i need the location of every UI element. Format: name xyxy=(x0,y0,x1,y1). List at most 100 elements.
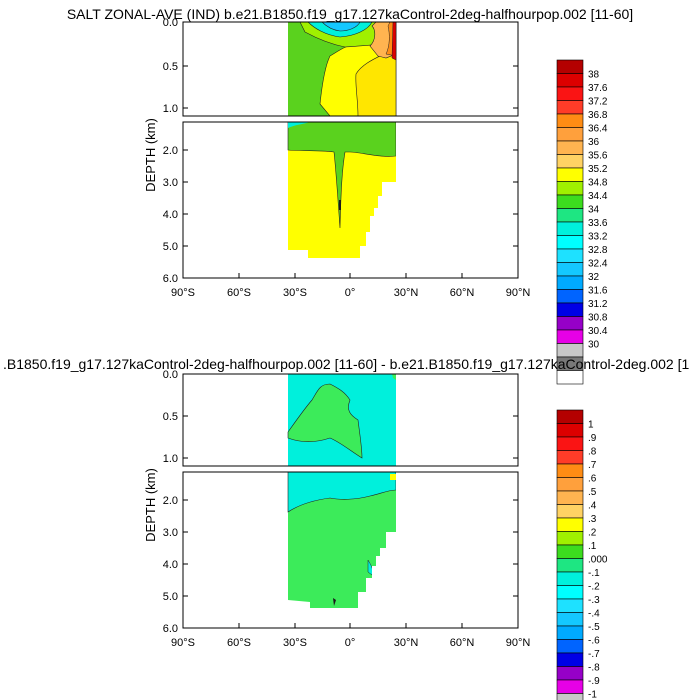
y-tick-label: 4.0 xyxy=(163,209,178,221)
colorbar-label: .4 xyxy=(588,501,597,512)
colorbar-label: .000 xyxy=(588,555,608,566)
salt-field-upper xyxy=(288,21,397,117)
colorbar-swatch xyxy=(556,343,584,358)
colorbar-label: 33.2 xyxy=(588,232,608,243)
y-tick-label: 6.0 xyxy=(163,623,178,635)
colorbar-label: .1 xyxy=(588,541,597,552)
colorbar-swatch xyxy=(556,436,584,451)
field-region xyxy=(392,374,396,380)
field-region xyxy=(391,21,397,61)
y-tick-label: 0.0 xyxy=(163,17,178,29)
colorbar-label: 36.4 xyxy=(588,124,608,135)
x-tick-label: 0° xyxy=(345,637,356,649)
y-tick-label: 3.0 xyxy=(163,527,178,539)
field-region xyxy=(288,472,396,608)
y-tick-label: 1.0 xyxy=(163,103,178,115)
colorbar-swatch xyxy=(556,558,584,573)
colorbar-label: 34.4 xyxy=(588,191,608,202)
colorbar-swatch xyxy=(556,450,584,465)
y-tick-label: 5.0 xyxy=(163,241,178,253)
colorbar-swatch xyxy=(556,531,584,546)
colorbar-swatch xyxy=(556,221,584,236)
colorbar-swatch xyxy=(556,73,584,88)
colorbar-label: .5 xyxy=(588,487,597,498)
diff-field-lower xyxy=(287,471,518,628)
x-tick-label: 30°N xyxy=(394,287,419,299)
colorbar: 1 .9 .8 .7 .6 .5 .4 .3 .2 .1 .000 -.1 -.2 -.3 -.4 -.5 -.… xyxy=(556,409,608,700)
colorbar-swatch xyxy=(556,639,584,654)
colorbar: 38 37.6 37.2 36.8 36.4 36 35.6 35.2 34.8 34.4 34 33… xyxy=(556,59,608,385)
colorbar-swatch xyxy=(556,275,584,290)
x-tick-label: 0° xyxy=(345,287,356,299)
colorbar-label: -.9 xyxy=(588,676,600,687)
colorbar-swatch xyxy=(556,181,584,196)
colorbar-swatch xyxy=(556,585,584,600)
field-region xyxy=(288,472,518,628)
colorbar-swatch xyxy=(556,154,584,169)
colorbar-swatch xyxy=(556,59,584,74)
colorbar-label: 30.8 xyxy=(588,313,608,324)
colorbar-swatch xyxy=(556,679,584,694)
colorbar-swatch xyxy=(556,409,584,424)
salt-field-lower xyxy=(287,121,518,278)
colorbar-swatch xyxy=(556,612,584,627)
colorbar-swatch xyxy=(556,86,584,101)
colorbar-swatch xyxy=(556,517,584,532)
colorbar-label: .3 xyxy=(588,514,597,525)
field-region xyxy=(321,21,361,32)
colorbar-label: 30 xyxy=(588,340,600,351)
y-tick-label: 4.0 xyxy=(163,559,178,571)
colorbar-label: .6 xyxy=(588,474,597,485)
colorbar-swatch xyxy=(556,140,584,155)
colorbar-label: 33.6 xyxy=(588,218,608,229)
colorbar-label: .8 xyxy=(588,447,597,458)
colorbar-swatch xyxy=(556,477,584,492)
colorbar-label: 35.6 xyxy=(588,151,608,162)
colorbar-swatch xyxy=(556,598,584,613)
colorbar-swatch xyxy=(556,625,584,640)
x-tick-label: 90°S xyxy=(171,287,195,299)
colorbar-label: 37.6 xyxy=(588,83,608,94)
field-region xyxy=(287,471,397,513)
colorbar-label: 36 xyxy=(588,137,600,148)
y-tick-label: 3.0 xyxy=(163,177,178,189)
colorbar-label: 32.8 xyxy=(588,245,608,256)
colorbar-swatch xyxy=(556,167,584,182)
colorbar-label: 37.2 xyxy=(588,97,608,108)
colorbar-label: -.3 xyxy=(588,595,600,606)
colorbar-swatch xyxy=(556,693,584,700)
colorbar-swatch xyxy=(556,100,584,115)
y-tick-label: 0.0 xyxy=(163,369,178,381)
colorbar-label: -.6 xyxy=(588,636,600,647)
y-tick-label: 5.0 xyxy=(163,591,178,603)
colorbar-label: 31.6 xyxy=(588,286,608,297)
colorbar-label: -.7 xyxy=(588,649,600,660)
colorbar-swatch xyxy=(556,127,584,142)
colorbar-label: 30.4 xyxy=(588,326,608,337)
colorbar-swatch xyxy=(556,504,584,519)
colorbar-swatch xyxy=(556,316,584,331)
colorbar-label: 34 xyxy=(588,205,600,216)
y-tick-label: 2.0 xyxy=(163,495,178,507)
colorbar-label: -.2 xyxy=(588,582,600,593)
field-region xyxy=(287,383,363,459)
colorbar-label: 31.2 xyxy=(588,299,608,310)
y-axis-label: DEPTH (km) xyxy=(143,468,158,542)
colorbar-label: -1 xyxy=(588,690,597,700)
colorbar-swatch xyxy=(556,113,584,128)
y-tick-label: 0.5 xyxy=(163,61,178,73)
colorbar-swatch xyxy=(556,423,584,438)
panel-top: SALT ZONAL-AVE (IND) b.e21.B1850.f19_g17… xyxy=(67,6,633,385)
colorbar-label: -.4 xyxy=(588,609,600,620)
field-region xyxy=(288,122,518,278)
colorbar-swatch xyxy=(556,652,584,667)
x-tick-label: 30°S xyxy=(283,637,307,649)
x-tick-label: 60°S xyxy=(227,287,251,299)
colorbar-label: .7 xyxy=(588,460,597,471)
colorbar-swatch xyxy=(556,194,584,209)
x-tick-label: 90°N xyxy=(506,637,531,649)
colorbar-swatch xyxy=(556,302,584,317)
field-region xyxy=(390,474,396,480)
plot-frame-upper xyxy=(182,373,519,467)
